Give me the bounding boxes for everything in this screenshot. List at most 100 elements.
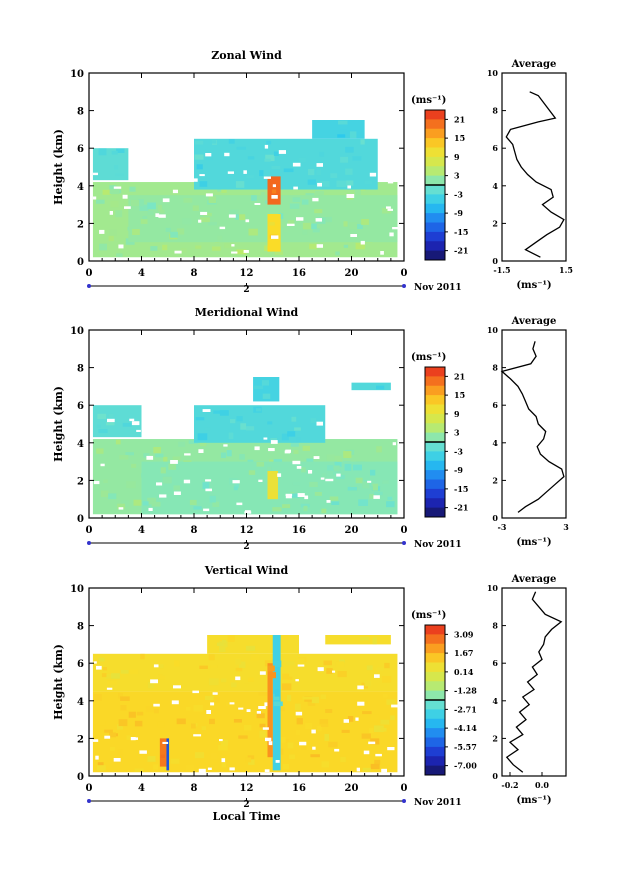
average-y-tick-label: 10 xyxy=(487,325,499,335)
date-label: Nov 2011 xyxy=(414,283,462,293)
colorbar-band xyxy=(425,203,445,214)
heatmap-cell xyxy=(316,169,321,176)
missing-cell xyxy=(155,213,160,217)
heatmap-cell xyxy=(301,467,306,473)
heatmap-cell xyxy=(273,459,283,463)
heatmap-cell xyxy=(248,470,256,475)
missing-cell xyxy=(304,495,309,500)
missing-cell xyxy=(153,703,160,707)
heatmap-cell xyxy=(354,224,363,229)
heatmap-cell xyxy=(289,493,299,498)
heatmap-cell xyxy=(382,207,392,214)
heatmap-cell xyxy=(192,205,199,211)
heatmap-cell xyxy=(380,719,390,725)
missing-cell xyxy=(299,741,307,746)
colorbar-tick-label: 9 xyxy=(454,409,460,419)
heatmap-cell xyxy=(380,727,387,732)
heatmap-cell xyxy=(109,187,120,195)
heatmap-cell xyxy=(306,458,314,463)
heatmap-cell xyxy=(302,228,308,235)
heatmap-cell xyxy=(373,725,384,733)
heatmap-cell xyxy=(384,662,390,669)
colorbar-band xyxy=(425,756,445,767)
heatmap-cell xyxy=(287,742,294,749)
heatmap-cell xyxy=(160,754,165,758)
missing-cell xyxy=(387,208,393,211)
heatmap-cell xyxy=(228,139,235,144)
heatmap-cell xyxy=(331,501,340,505)
average-y-tick-label: 0 xyxy=(492,513,498,523)
average-profile-line xyxy=(505,91,565,258)
heatmap-cell xyxy=(325,216,332,223)
heatmap-cell xyxy=(309,481,318,487)
missing-cell xyxy=(198,768,206,773)
heatmap-cell xyxy=(288,754,295,760)
missing-cell xyxy=(268,741,273,746)
heatmap-cell xyxy=(139,204,149,211)
heatmap-cell xyxy=(155,453,164,458)
heatmap-cell xyxy=(360,637,370,641)
missing-cell xyxy=(392,428,397,433)
colorbar-tick-label: 15 xyxy=(454,390,465,400)
y-tick-label: 2 xyxy=(77,734,84,745)
heatmap-cell xyxy=(335,661,345,668)
heatmap-cell xyxy=(251,195,257,201)
heatmap-cell xyxy=(162,669,168,676)
y-tick-label: 6 xyxy=(77,144,84,155)
missing-cell xyxy=(228,214,236,218)
heatmap-cell xyxy=(219,410,229,416)
heatmap-cells xyxy=(92,635,398,773)
heatmap-cell xyxy=(343,244,349,248)
colorbar-band xyxy=(425,367,445,377)
y-tick-label: 10 xyxy=(70,584,84,595)
missing-cell xyxy=(357,701,365,706)
heatmap-cell xyxy=(195,140,204,145)
average-x-tick-label: 0.0 xyxy=(535,780,549,790)
missing-cell xyxy=(295,679,299,682)
missing-cell xyxy=(95,755,99,760)
heatmap-cell xyxy=(287,431,296,437)
missing-cell xyxy=(382,153,390,157)
heatmap-cell xyxy=(189,499,197,505)
heatmap-cell xyxy=(272,507,282,512)
missing-cell xyxy=(172,189,178,194)
heatmap-cell xyxy=(153,708,159,714)
heatmap-cell xyxy=(131,463,137,468)
heatmap-cell xyxy=(140,653,145,660)
heatmap-cell xyxy=(111,150,118,155)
heatmap-cell xyxy=(307,700,316,706)
missing-cell xyxy=(387,747,395,751)
missing-cell xyxy=(136,429,141,432)
missing-cell xyxy=(205,488,212,492)
average-y-tick-label: 4 xyxy=(492,438,498,448)
heatmap-cell xyxy=(97,765,106,771)
heatmap-cell xyxy=(337,671,347,678)
average-profile-line xyxy=(505,591,563,773)
heatmap-cell xyxy=(212,246,221,251)
heatmap-cell xyxy=(209,495,216,503)
heatmap-cell xyxy=(208,654,215,661)
heatmap-cell xyxy=(294,703,301,710)
missing-cell xyxy=(146,455,154,460)
missing-cell xyxy=(292,460,301,465)
colorbar-band xyxy=(425,128,445,139)
heatmap-cell xyxy=(106,422,115,426)
heatmap-cell xyxy=(362,481,370,489)
heatmap-cell xyxy=(199,442,207,447)
heatmap-cell xyxy=(261,380,269,386)
missing-cell xyxy=(190,178,198,182)
x-tick-label: 0 xyxy=(401,783,408,794)
heatmap-cell xyxy=(129,669,139,674)
x-tick-label: 20 xyxy=(345,783,359,794)
missing-cell xyxy=(243,250,249,253)
missing-cell xyxy=(195,400,200,403)
heatmap-cell xyxy=(370,763,380,770)
heatmap-cell xyxy=(321,761,329,768)
missing-cell xyxy=(350,234,357,237)
heatmap-cell xyxy=(236,249,247,255)
heatmap-cell xyxy=(97,762,104,767)
missing-cell xyxy=(156,482,163,486)
average-profile: Average 0 2 4 6 8 10 -0.2 0.0 (ms⁻¹) xyxy=(487,574,567,806)
heatmap-cell xyxy=(205,155,214,161)
